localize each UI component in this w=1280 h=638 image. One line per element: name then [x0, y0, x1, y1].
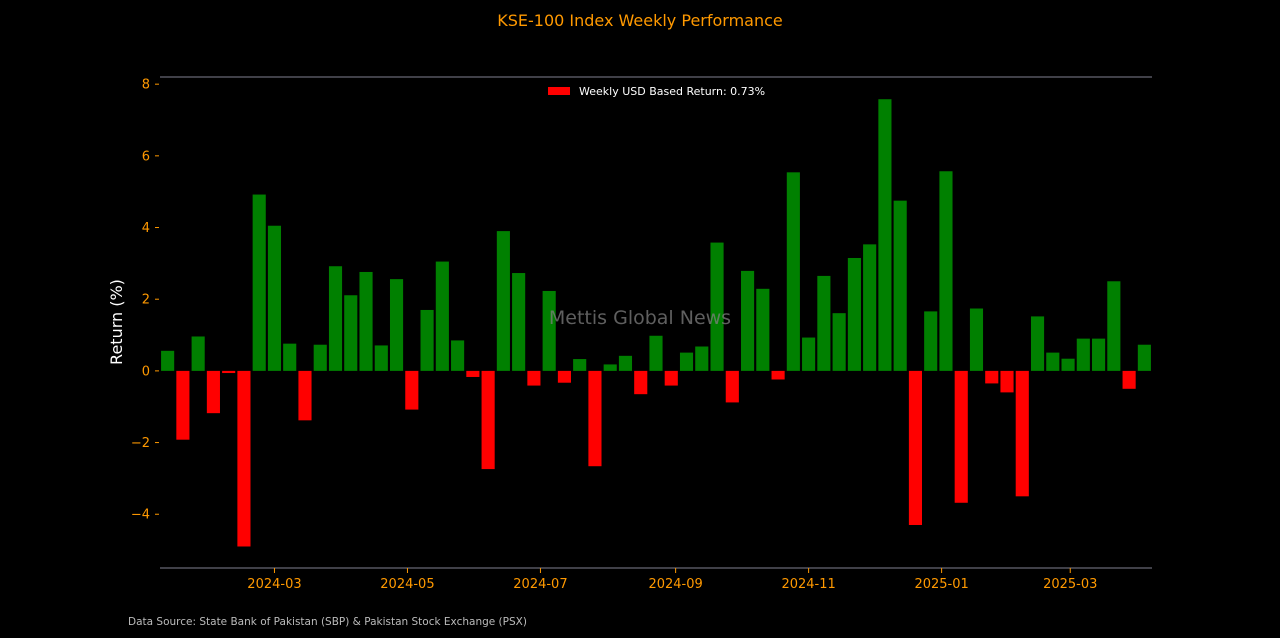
x-tick-label: 2025-01	[914, 577, 968, 592]
bar-2024-01-26	[191, 336, 205, 371]
bar-2024-01-19	[176, 370, 190, 440]
x-tick-label: 2024-11	[781, 577, 835, 592]
bar-2024-06-21	[512, 273, 526, 371]
bar-2024-11-01	[802, 337, 816, 371]
bar-2024-03-15	[298, 370, 312, 421]
y-tick-label: −2	[131, 436, 150, 451]
x-axis: 2024-03 2024-05 2024-07 2024-09 2024-11 2025-…	[247, 568, 1097, 592]
bar-2024-02-16	[237, 370, 251, 547]
x-tick-label: 2024-07	[513, 577, 567, 592]
bar-2024-09-13	[695, 346, 709, 371]
bar-2024-02-09	[222, 370, 236, 374]
bar-2024-03-01	[267, 225, 282, 371]
bar-2025-01-17	[969, 308, 984, 371]
bar-2024-12-27	[924, 311, 938, 371]
bar-2024-01-12	[161, 350, 175, 371]
bar-2024-11-29	[863, 244, 877, 371]
y-tick-label: 2	[142, 293, 150, 308]
bar-2024-08-02	[603, 364, 617, 371]
bar-2025-04-04	[1137, 344, 1151, 371]
bar-2024-04-19	[374, 345, 388, 371]
bar-2024-06-07	[481, 370, 495, 470]
source-note: Data Source: State Bank of Pakistan (SBP…	[128, 616, 527, 628]
bar-2025-01-31	[1000, 370, 1014, 393]
bar-2024-12-06	[878, 99, 892, 371]
bar-2024-11-22	[847, 257, 861, 371]
bar-2025-02-14	[1030, 316, 1045, 371]
bar-2024-02-23	[252, 194, 266, 371]
bar-2024-05-31	[466, 370, 480, 377]
bar-2024-05-03	[405, 370, 419, 410]
y-axis-label: Return (%)	[107, 279, 126, 365]
bar-2024-04-12	[359, 271, 373, 371]
bar-2024-05-24	[451, 340, 465, 371]
bar-2024-10-25	[786, 172, 800, 371]
bar-2024-08-23	[649, 335, 663, 371]
bar-2025-03-07	[1076, 338, 1090, 371]
bar-2024-03-08	[283, 343, 297, 371]
y-tick-label: 0	[142, 364, 150, 379]
x-tick-label: 2024-05	[380, 577, 434, 592]
bar-2025-01-10	[954, 370, 968, 503]
bar-2024-10-11	[756, 288, 770, 371]
bar-2024-10-04	[741, 270, 755, 371]
bar-2024-04-26	[389, 279, 404, 371]
bar-2025-03-14	[1092, 338, 1106, 371]
bar-2024-09-27	[725, 370, 739, 403]
bar-2024-08-09	[618, 355, 633, 371]
bar-2025-02-21	[1046, 352, 1060, 371]
y-tick-label: 4	[142, 221, 150, 236]
bar-2024-05-17	[435, 261, 449, 371]
y-tick-label: −4	[131, 508, 150, 523]
bar-2024-06-28	[527, 370, 541, 386]
bar-2024-12-20	[908, 370, 922, 525]
bar-2024-07-26	[588, 370, 602, 467]
y-tick-label: 6	[142, 149, 150, 164]
chart-title: KSE-100 Index Weekly Performance	[497, 11, 783, 30]
watermark: Mettis Global News	[549, 307, 731, 329]
bars-group	[161, 99, 1151, 547]
bar-2024-06-14	[496, 231, 510, 371]
bar-2024-05-10	[420, 309, 434, 371]
x-tick-label: 2025-03	[1043, 577, 1097, 592]
bar-2024-04-05	[344, 295, 358, 371]
bar-2025-02-07	[1015, 370, 1029, 497]
bar-2025-03-21	[1107, 281, 1121, 371]
bar-2024-11-08	[817, 275, 831, 371]
bar-2024-07-12	[557, 370, 571, 383]
y-axis: −4 −2 0 2 4 6 8	[131, 78, 159, 523]
bar-2025-02-28	[1061, 358, 1075, 371]
y-tick-label: 8	[142, 78, 150, 93]
bar-2024-09-20	[710, 242, 724, 371]
bar-2024-11-15	[832, 313, 846, 371]
legend-swatch	[548, 87, 570, 95]
bar-2025-03-28	[1122, 370, 1136, 389]
bar-2024-12-13	[893, 200, 907, 371]
bar-2024-02-02	[206, 370, 220, 414]
bar-2025-01-24	[985, 370, 999, 384]
bar-2024-07-05	[542, 290, 556, 371]
x-tick-label: 2024-09	[648, 577, 702, 592]
bar-2024-03-22	[313, 344, 327, 371]
bar-2024-08-16	[634, 370, 648, 395]
bar-2024-10-18	[771, 370, 785, 380]
bar-2024-07-19	[573, 359, 587, 371]
bar-2024-08-30	[664, 370, 678, 386]
legend-label: Weekly USD Based Return: 0.73%	[579, 85, 765, 98]
bar-2024-03-29	[328, 266, 343, 371]
x-tick-label: 2024-03	[247, 577, 301, 592]
legend: Weekly USD Based Return: 0.73%	[548, 85, 765, 98]
bar-2024-09-06	[679, 352, 694, 371]
bar-2025-01-03	[939, 171, 953, 371]
